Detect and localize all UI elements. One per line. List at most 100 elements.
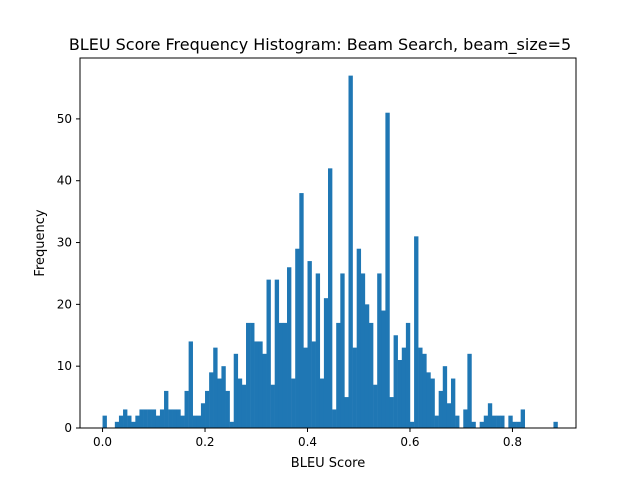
histogram-bar [217,378,222,428]
histogram-bar [422,353,427,428]
histogram-bar [176,409,181,428]
y-tick-label: 40 [57,174,72,188]
histogram-bar [209,372,214,428]
histogram-bar [118,415,124,428]
histogram-bar [377,273,382,428]
histogram-bar [180,415,185,428]
histogram-bar [500,415,505,428]
histogram-bar [114,421,120,428]
histogram-bar [364,304,370,428]
histogram-bar [389,397,394,428]
histogram-bar [508,415,513,428]
histogram-bar [368,322,374,428]
histogram-bar [348,75,353,428]
histogram-bar [270,384,275,428]
histogram-bar [426,372,431,428]
histogram-bar [311,341,316,428]
histogram-bar [442,366,448,428]
histogram-bar [159,409,165,428]
histogram-bar [274,279,280,428]
histogram-bar [385,112,390,428]
chart-title: BLEU Score Frequency Histogram: Beam Sea… [69,35,571,55]
histogram-bar [356,248,362,428]
histogram-bar [323,298,329,428]
histogram-bar [328,168,333,428]
histogram-bar [278,322,284,428]
histogram-bar [213,347,218,428]
histogram-bar [414,236,419,428]
y-axis-label: Frequency [33,209,48,276]
histogram-bar [266,279,271,428]
histogram-bar [483,415,489,428]
histogram-bar [233,353,239,428]
histogram-bar [258,341,263,428]
histogram-bar [471,421,476,428]
histogram-bar [450,378,456,428]
histogram-bar [287,267,292,428]
y-tick-label: 30 [57,236,72,250]
histogram-bar [360,273,366,428]
histogram-bar [200,403,206,428]
histogram-bar [409,421,415,428]
histogram-bar [446,403,452,428]
histogram-bar [205,390,210,428]
histogram-bar [319,378,325,428]
histogram-bar [373,384,378,428]
y-tick-label: 20 [57,297,72,311]
histogram-bar [434,415,439,428]
x-tick-label: 0.6 [400,435,419,449]
histogram-bar [147,409,152,428]
histogram-bar [463,409,468,428]
histogram-bar [254,341,259,428]
x-tick-label: 0.2 [195,435,214,449]
histogram-bar [184,390,189,428]
y-tick-label: 10 [57,359,72,373]
histogram-bar [315,273,321,428]
histogram-bar [418,347,423,428]
histogram-bar [332,409,337,428]
histogram-bar [455,415,460,428]
histogram-bar [512,421,517,428]
histogram-bar [401,347,407,428]
histogram-bar [430,378,435,428]
histogram-bar [307,261,312,428]
histogram-bar [196,415,202,428]
y-tick-label: 0 [64,421,72,435]
histogram-bar [553,421,558,428]
y-axis-ticks: 0 10 20 30 40 50 [57,112,80,435]
histogram-bar [487,403,493,428]
x-axis-label: BLEU Score [291,456,365,471]
histogram-bar [192,415,198,428]
histogram-bar [491,415,497,428]
histogram-bar [246,322,251,428]
histogram-bar [295,248,300,428]
histogram-bar [520,409,526,428]
histogram-bar [479,421,485,428]
histogram-bar [135,415,140,428]
bars-group [102,75,558,428]
histogram-bar [336,322,341,428]
histogram-bar [381,310,386,428]
histogram-bar [352,347,357,428]
histogram-bar [291,378,296,428]
histogram-bar [282,322,288,428]
histogram-bar [516,421,521,428]
histogram-bar [303,347,308,428]
histogram-bar [340,273,345,428]
histogram-bar [123,409,128,428]
x-axis-ticks: 0.0 0.2 0.4 0.6 0.8 [93,428,522,449]
histogram-bar [127,415,132,428]
histogram-bar [225,390,230,428]
histogram-bar [168,409,173,428]
histogram-bar [241,384,247,428]
histogram-bar [131,421,136,428]
x-tick-label: 0.8 [503,435,522,449]
histogram-bar [438,390,444,428]
histogram-bar [393,335,398,428]
histogram-bar [237,378,243,428]
histogram-bar [299,193,304,428]
histogram-bar [164,390,169,428]
histogram-bar [102,415,107,428]
histogram-bar [172,409,177,428]
